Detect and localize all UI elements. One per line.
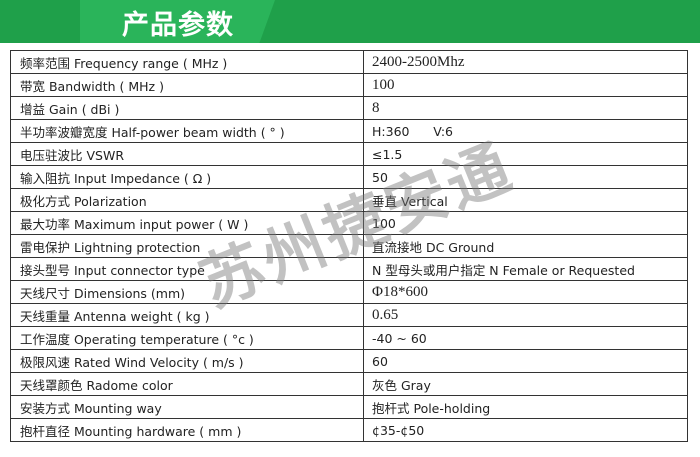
table-row: 半功率波瓣宽度 Half-power beam width ( ° ) H:360…: [10, 119, 688, 143]
spec-label: 增益 Gain ( dBi ): [10, 96, 364, 120]
table-row: 频率范围 Frequency range ( MHz ) 2400-2500Mhz: [10, 50, 688, 74]
spec-value: ≤1.5: [363, 142, 688, 166]
table-row: 极化方式 Polarization 垂直 Vertical: [10, 188, 688, 212]
spec-label: 最大功率 Maximum input power ( W ): [10, 211, 364, 235]
header-tab: [80, 0, 275, 43]
table-row: 带宽 Bandwidth ( MHz ) 100: [10, 73, 688, 97]
spec-table: 频率范围 Frequency range ( MHz ) 2400-2500Mhz…: [10, 50, 688, 442]
spec-label: 天线尺寸 Dimensions (mm): [10, 280, 364, 304]
spec-label: 半功率波瓣宽度 Half-power beam width ( ° ): [10, 119, 364, 143]
spec-value: 垂直 Vertical: [363, 188, 688, 212]
spec-label: 雷电保护 Lightning protection: [10, 234, 364, 258]
spec-label: 极限风速 Rated Wind Velocity ( m/s ): [10, 349, 364, 373]
spec-value: -40 ~ 60: [363, 326, 688, 350]
spec-label: 带宽 Bandwidth ( MHz ): [10, 73, 364, 97]
table-row: 天线罩颜色 Radome color 灰色 Gray: [10, 372, 688, 396]
spec-label: 电压驻波比 VSWR: [10, 142, 364, 166]
spec-value: H:360 V:6: [363, 119, 688, 143]
spec-label: 天线罩颜色 Radome color: [10, 372, 364, 396]
table-row: 天线重量 Antenna weight ( kg ) 0.65: [10, 303, 688, 327]
table-row: 输入阻抗 Input Impedance ( Ω ) 50: [10, 165, 688, 189]
spec-value: 抱杆式 Pole-holding: [363, 395, 688, 419]
table-row: 工作温度 Operating temperature ( °c ) -40 ~ 6…: [10, 326, 688, 350]
header-banner: 产品参数: [0, 0, 700, 43]
table-row: 增益 Gain ( dBi ) 8: [10, 96, 688, 120]
table-row: 极限风速 Rated Wind Velocity ( m/s ) 60: [10, 349, 688, 373]
spec-value: 50: [363, 165, 688, 189]
spec-value: N 型母头或用户指定 N Female or Requested: [363, 257, 688, 281]
spec-value: Φ18*600: [363, 280, 688, 304]
spec-label: 极化方式 Polarization: [10, 188, 364, 212]
page-title: 产品参数: [122, 10, 234, 41]
table-row: 雷电保护 Lightning protection 直流接地 DC Ground: [10, 234, 688, 258]
table-row: 电压驻波比 VSWR ≤1.5: [10, 142, 688, 166]
spec-label: 抱杆直径 Mounting hardware ( mm ): [10, 418, 364, 442]
spec-label: 接头型号 Input connector type: [10, 257, 364, 281]
spec-label: 工作温度 Operating temperature ( °c ): [10, 326, 364, 350]
spec-value: 60: [363, 349, 688, 373]
table-row: 接头型号 Input connector type N 型母头或用户指定 N Fe…: [10, 257, 688, 281]
spec-label: 安装方式 Mounting way: [10, 395, 364, 419]
spec-value: 直流接地 DC Ground: [363, 234, 688, 258]
spec-label: 频率范围 Frequency range ( MHz ): [10, 50, 364, 74]
table-row: 抱杆直径 Mounting hardware ( mm ) ¢35-¢50: [10, 418, 688, 442]
spec-value: 2400-2500Mhz: [363, 50, 688, 74]
spec-value: 灰色 Gray: [363, 372, 688, 396]
table-row: 天线尺寸 Dimensions (mm) Φ18*600: [10, 280, 688, 304]
spec-label: 输入阻抗 Input Impedance ( Ω ): [10, 165, 364, 189]
table-row: 最大功率 Maximum input power ( W ) 100: [10, 211, 688, 235]
spec-value: ¢35-¢50: [363, 418, 688, 442]
spec-label: 天线重量 Antenna weight ( kg ): [10, 303, 364, 327]
spec-value: 100: [363, 73, 688, 97]
spec-value: 8: [363, 96, 688, 120]
spec-value: 0.65: [363, 303, 688, 327]
table-row: 安装方式 Mounting way 抱杆式 Pole-holding: [10, 395, 688, 419]
spec-value: 100: [363, 211, 688, 235]
